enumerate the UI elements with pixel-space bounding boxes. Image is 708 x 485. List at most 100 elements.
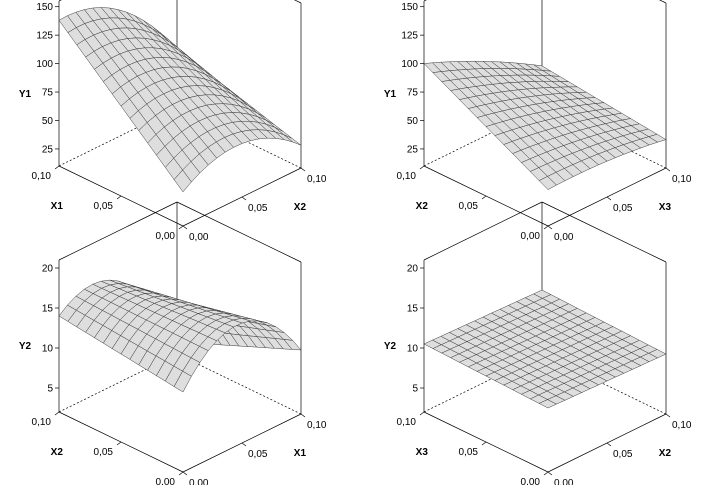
y-tick-label: 0,00 [554,478,574,485]
x-tick-mark [54,165,60,170]
surface-mesh [58,7,302,193]
floor-back-edge-y [541,353,667,415]
wall-top-edge-right [176,201,302,263]
y-tick-mark [300,413,306,418]
y-tick-mark [182,225,188,230]
surface-cell [173,370,192,393]
x-tick-mark [419,165,425,170]
x-tick-label: 0,00 [521,477,541,485]
y-tick-mark [241,442,247,447]
x-tick-mark [178,225,184,230]
z-tick-label: 25 [407,144,419,155]
y-tick-mark [665,167,671,172]
x-tick-label: 0,05 [94,201,114,212]
y-tick-label: 0,05 [613,449,633,460]
floor-back-edge-y [176,353,302,415]
z-tick-label: 50 [407,116,419,127]
z-tick-label: 5 [47,384,53,395]
y-tick-label: 0,10 [672,174,692,185]
z-tick-label: 50 [42,116,54,127]
x-tick-label: 0,00 [156,477,176,485]
z-tick-label: 20 [42,264,54,275]
x-tick-label: 0,10 [397,417,417,428]
surface-plot-y1-x1-x2: 25 50 75 100 125 150 Y1 0,00 0,05 0,10 X1 0,00 0,05 0… [19,0,327,243]
x-tick-label: 0,00 [521,231,541,242]
x-tick-mark [54,411,60,416]
z-axis-label: Y1 [19,89,32,100]
y-axis-label: X2 [294,202,307,213]
z-tick-label: 15 [42,304,54,315]
y-tick-label: 0,10 [307,420,327,431]
surface-plot-y1-x2-x3: 25 50 75 100 125 150 Y1 0,00 0,05 0,10 X2 0,00 0,05 0… [384,0,692,243]
x-axis-label: X3 [416,447,429,458]
z-axis-label: Y1 [384,89,397,100]
y-axis-label: X2 [659,448,672,459]
x-tick-mark [481,441,487,446]
surface-cell [538,399,557,409]
z-tick-label: 20 [407,264,419,275]
x-axis-label: X2 [51,447,64,458]
surface-cell [173,169,192,193]
x-tick-label: 0,05 [94,447,114,458]
x-tick-mark [419,411,425,416]
wall-top-edge-left [423,0,427,2]
y-tick-mark [547,225,553,230]
z-tick-label: 100 [401,59,418,70]
y-axis-label: X3 [659,202,672,213]
x-tick-label: 0,00 [156,231,176,242]
z-tick-label: 100 [36,59,53,70]
x-tick-label: 0,05 [459,447,479,458]
y-tick-label: 0,05 [248,449,268,460]
z-axis-label: Y2 [19,341,32,352]
x-tick-mark [116,441,122,446]
z-tick-label: 15 [407,304,419,315]
x-tick-mark [116,195,122,200]
y-tick-mark [300,167,306,172]
wall-top-edge-left [58,201,178,261]
z-tick-label: 150 [36,2,53,13]
z-tick-label: 75 [42,88,54,99]
x-tick-mark [178,471,184,476]
x-tick-mark [543,471,549,476]
y-tick-mark [182,471,188,476]
z-tick-label: 125 [36,31,53,42]
surface-plot-y2-x3-x2: 5 10 15 20 Y2 0,00 0,05 0,10 X3 0,00 0,05 0,10 X2 [384,201,692,485]
y-tick-label: 0,10 [307,174,327,185]
y-tick-label: 0,00 [189,232,209,243]
y-tick-label: 0,10 [672,420,692,431]
x-tick-mark [481,195,487,200]
z-tick-label: 10 [407,344,419,355]
x-tick-label: 0,10 [32,171,52,182]
wall-top-edge-right [541,201,667,263]
wall-top-edge-left [58,0,62,2]
z-axis-label: Y2 [384,341,397,352]
wall-top-edge-right [658,0,667,4]
z-tick-label: 125 [401,31,418,42]
z-tick-label: 5 [412,384,418,395]
y-tick-mark [606,442,612,447]
x-tick-label: 0,10 [32,417,52,428]
surface-plot-y2-x2-x1: 5 10 15 20 Y2 0,00 0,05 0,10 X2 0,00 0,05 0,10 X1 [19,201,327,485]
y-tick-label: 0,00 [554,232,574,243]
surface-mesh [58,279,302,393]
y-tick-label: 0,05 [248,203,268,214]
z-tick-label: 150 [401,2,418,13]
x-tick-mark [543,225,549,230]
y-axis-label: X1 [294,448,307,459]
wall-top-edge-left [423,201,543,261]
y-tick-label: 0,00 [189,478,209,485]
y-tick-mark [606,196,612,201]
z-tick-label: 25 [42,144,54,155]
x-axis-label: X1 [51,201,64,212]
surface-cell [538,176,557,190]
y-tick-mark [665,413,671,418]
y-tick-mark [547,471,553,476]
x-tick-label: 0,10 [397,171,417,182]
z-tick-label: 75 [407,88,419,99]
x-tick-label: 0,05 [459,201,479,212]
surface-mesh [423,289,667,409]
y-tick-label: 0,05 [613,203,633,214]
x-axis-label: X2 [416,201,429,212]
wall-top-edge-right [293,0,302,4]
